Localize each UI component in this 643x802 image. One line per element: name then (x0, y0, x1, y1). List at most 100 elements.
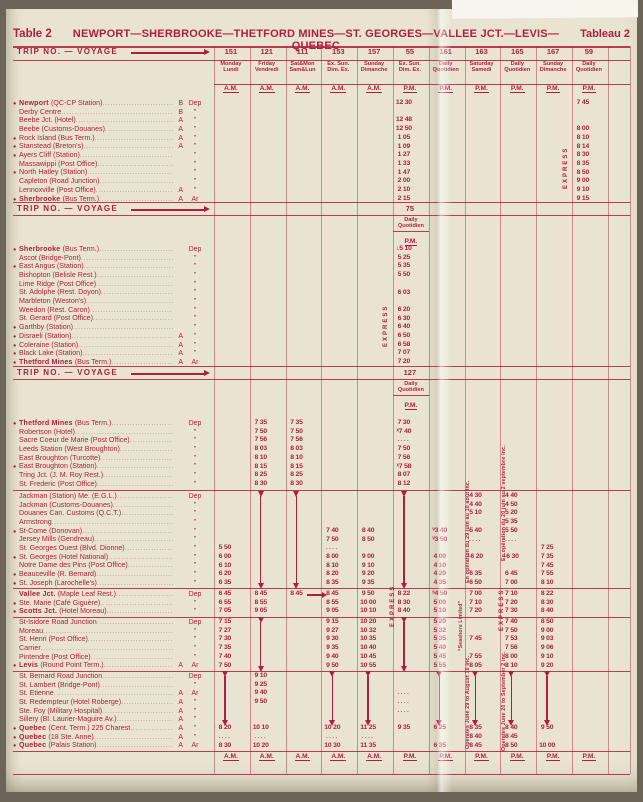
time-cell (279, 186, 315, 195)
ampm-footer: A.M. (222, 752, 239, 761)
time-cell (350, 671, 386, 682)
station-label: Bishopton (Belisle Rest.) ” (13, 271, 207, 280)
station-name: St. Frederic (Post Office) (19, 479, 97, 488)
time-cell (243, 543, 279, 554)
station-name: Marbleton (Weston's) (19, 297, 87, 306)
time-cell: 9 35 (361, 579, 375, 586)
table-row: Beebe Jct. (Hotel) A ” 12 48 (13, 116, 637, 125)
time-cell: 6 58 (397, 340, 411, 348)
through-route-arrow (403, 552, 405, 563)
time-cell (314, 323, 350, 332)
ampm-header: A.M. (258, 85, 275, 93)
time-cell (386, 526, 422, 536)
table-row: ●North Hatley (Station) ” 1 47 8 50 (13, 168, 637, 178)
time-cell: 5 00 (433, 598, 446, 606)
time-cell (565, 454, 601, 463)
station-name: Ste. Marie (Café Giguère) (19, 598, 101, 607)
through-route-arrow (474, 688, 477, 699)
table-row: St. Bernard Road Junction Dep 9 10 (13, 671, 637, 682)
time-cell (565, 627, 601, 636)
time-cell: ᴸ6 30 (503, 552, 519, 560)
note-operates-fr-163: En opération du 29 juin au 10 août inc. (465, 480, 471, 583)
through-route-arrow (259, 561, 262, 571)
time-cell: 10 55 (360, 661, 377, 669)
station-name: North Hatley (Station) (19, 168, 88, 177)
time-cell: 7 40 (505, 618, 518, 625)
time-cell (529, 680, 565, 690)
time-cell (458, 671, 494, 682)
stop-bullet-icon: ● (13, 246, 17, 253)
time-cell (458, 358, 494, 367)
station-label: ●Ayers Cliff (Station) ” (13, 151, 207, 160)
timetable-paper: Table 2 NEWPORT—SHERBROOKE—THETFORD MINE… (6, 9, 637, 792)
through-route-arrow (403, 535, 405, 545)
dep-ar-mark: ” (193, 280, 197, 288)
time-cell: 6 10 (218, 561, 232, 569)
station-label: Sillery (Bl. Laurier-Maguire Av.) A ” (13, 715, 207, 724)
trip-number: 127 (403, 368, 417, 377)
time-cell: 4 10 (433, 561, 446, 569)
station-name: Notre Dame des Pins (Post Office) (19, 561, 128, 570)
time-cell (243, 643, 279, 654)
time-cell: 2 15 (397, 194, 411, 202)
time-cell (529, 436, 565, 445)
skip-dots: .... (218, 733, 232, 740)
time-cell (243, 125, 279, 134)
dep-ar-mark: ” (193, 143, 197, 151)
station-label: ●Sherbrooke (Bus Term.) A Ar (13, 195, 207, 204)
table-row: Sillery (Bl. Laurier-Maguire Av.) A ” (13, 715, 637, 726)
time-cell (422, 471, 458, 480)
time-cell (458, 254, 494, 263)
through-route-arrow (367, 688, 369, 699)
rule-line (214, 84, 630, 85)
through-route-arrow (403, 508, 405, 519)
time-cell (529, 177, 565, 186)
time-cell (529, 509, 565, 518)
time-cell: 12 30 (395, 99, 412, 106)
station-label: St. Adolphe (Rest. Doyon) ” (13, 288, 207, 297)
time-cell (493, 332, 529, 341)
time-cell (314, 358, 350, 367)
station-label: Carrier ” (13, 644, 207, 653)
station-label: St. Etienne A Ar (13, 689, 207, 698)
time-cell (386, 681, 422, 690)
ampm-header: P.M. (545, 85, 561, 93)
time-cell (350, 289, 386, 298)
time-cell (243, 169, 279, 178)
time-cell (314, 254, 350, 263)
time-cell: 5 50 (218, 544, 232, 552)
time-cell: 7 50 (505, 626, 518, 634)
time-cell (493, 297, 529, 306)
time-cell: 7 20 (469, 607, 482, 615)
time-cell (565, 562, 601, 571)
dep-ar-mark: ” (193, 298, 197, 306)
station-name: Beebe Jct. (Hotel) (19, 116, 76, 125)
time-cell: 6 35 (469, 570, 482, 578)
time-cell: 10 40 (360, 644, 377, 652)
time-cell (279, 716, 315, 725)
time-cell (565, 341, 601, 350)
time-cell (279, 552, 315, 563)
time-cell: 5 35 (505, 518, 518, 526)
rule-line (13, 588, 630, 589)
time-cell (529, 262, 565, 271)
through-route-arrow (295, 496, 298, 502)
time-cell (529, 160, 565, 169)
time-cell (565, 280, 601, 289)
through-route-arrow (224, 697, 226, 708)
time-cell (350, 169, 386, 178)
time-cell (243, 134, 279, 143)
day-of-week-label: Daily Quotidien (575, 61, 602, 74)
rule-line (13, 365, 630, 367)
trip-number: 167 (546, 47, 560, 56)
trip-number-row: TRIP NO. — VOYAGE (13, 367, 637, 380)
time-cell (529, 245, 565, 254)
time-cell (386, 108, 422, 117)
time-cell (458, 134, 494, 143)
station-label: ●Rock Island (Bus Term.) A ” (13, 134, 207, 143)
time-cell: 9 20 (540, 661, 554, 669)
column-line (536, 46, 538, 774)
time-cell: 8 30 (218, 741, 232, 749)
through-route-arrow (259, 500, 262, 510)
time-cell (565, 689, 601, 698)
